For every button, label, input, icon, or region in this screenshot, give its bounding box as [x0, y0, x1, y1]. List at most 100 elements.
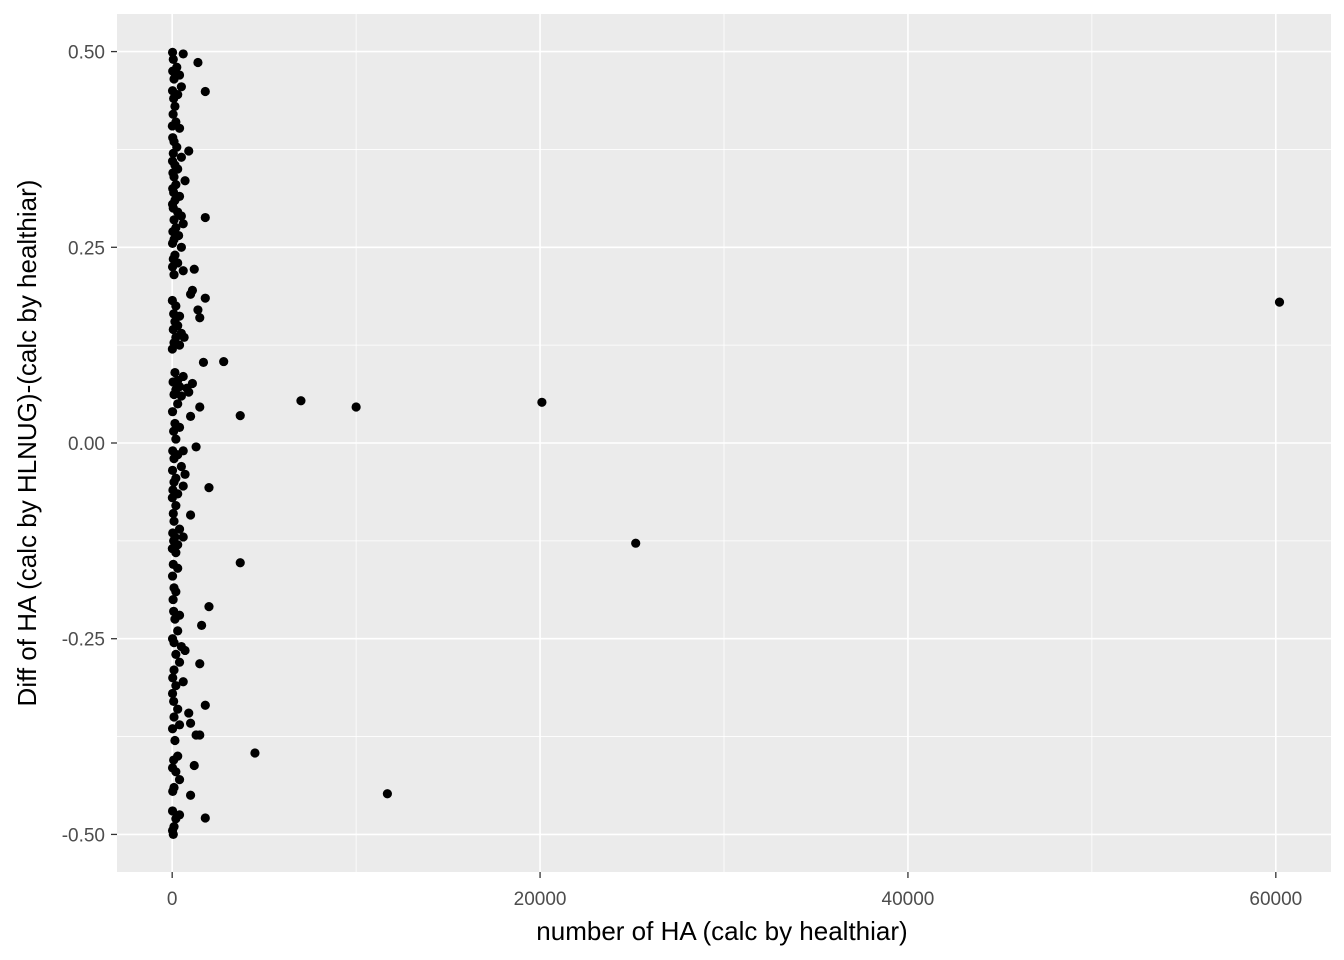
data-point: [235, 411, 245, 421]
data-point: [169, 638, 179, 648]
data-point: [167, 238, 178, 248]
data-point: [191, 442, 201, 452]
data-point: [170, 101, 180, 111]
data-point: [185, 289, 196, 299]
y-axis-ticks: -0.50 -0.25 0.00 0.25 0.50: [62, 43, 117, 846]
data-point: [174, 657, 185, 667]
data-point: [167, 47, 178, 57]
data-point: [200, 813, 210, 823]
data-point: [1274, 297, 1285, 307]
x-tick-label: 60000: [1249, 889, 1302, 910]
data-point: [631, 538, 641, 548]
data-point: [204, 483, 214, 493]
data-point: [170, 367, 180, 378]
data-point: [174, 340, 185, 350]
data-point: [176, 152, 186, 162]
data-point: [176, 82, 186, 92]
data-point: [200, 86, 210, 97]
x-axis-title: number of HA (calc by healthiar): [536, 916, 907, 946]
data-point: [171, 649, 181, 659]
data-point: [173, 626, 183, 636]
data-point: [176, 211, 186, 221]
data-point: [171, 587, 181, 597]
data-point: [195, 402, 205, 412]
data-point: [168, 324, 178, 335]
data-point: [178, 481, 188, 491]
y-axis-title: Diff of HA (calc by HLNUG)-(calc by heal…: [12, 180, 42, 707]
data-point: [171, 814, 181, 824]
data-points: [167, 47, 1285, 840]
data-point: [180, 645, 190, 656]
data-point: [174, 775, 185, 785]
data-point: [167, 571, 178, 581]
data-point: [537, 397, 547, 407]
data-point: [171, 767, 181, 777]
data-point: [168, 673, 178, 683]
data-point: [168, 377, 178, 387]
data-point: [169, 215, 179, 225]
data-point: [168, 54, 178, 65]
data-point: [176, 391, 186, 401]
data-point: [382, 789, 392, 799]
y-tick-label: -0.25: [62, 630, 105, 651]
data-point: [197, 620, 207, 631]
data-point: [171, 681, 181, 691]
data-point: [193, 57, 203, 68]
data-point: [171, 301, 181, 311]
data-point: [167, 825, 178, 836]
data-point: [167, 121, 177, 131]
data-point: [167, 806, 178, 816]
x-tick-label: 40000: [882, 889, 935, 910]
data-point: [189, 264, 199, 274]
data-point: [167, 493, 177, 503]
data-point: [219, 356, 229, 367]
data-point: [169, 172, 179, 182]
data-point: [170, 614, 180, 624]
data-point: [193, 305, 203, 315]
data-point: [178, 219, 188, 229]
data-point: [170, 735, 180, 746]
data-point: [235, 558, 245, 568]
data-point: [168, 786, 178, 796]
data-point: [168, 148, 178, 158]
data-point: [171, 434, 181, 444]
data-point: [178, 532, 188, 542]
y-tick-label: 0.00: [68, 434, 105, 455]
data-point: [169, 665, 179, 675]
data-point: [169, 712, 179, 722]
data-point: [179, 332, 189, 342]
data-point: [195, 730, 205, 740]
data-point: [184, 708, 194, 718]
data-point: [178, 677, 188, 687]
data-point: [169, 477, 179, 487]
x-axis-ticks: 0 20000 40000 60000: [167, 872, 1302, 910]
data-point: [189, 760, 199, 771]
data-point: [198, 357, 209, 367]
data-point: [173, 399, 183, 409]
data-point: [169, 696, 179, 706]
data-point: [185, 411, 196, 421]
data-point: [180, 469, 190, 479]
y-tick-label: 0.50: [68, 43, 105, 64]
data-point: [168, 508, 178, 519]
x-tick-label: 0: [167, 889, 178, 910]
data-point: [200, 293, 210, 303]
data-point: [169, 93, 179, 104]
x-tick-label: 20000: [514, 889, 567, 910]
data-point: [176, 461, 186, 472]
data-point: [171, 547, 181, 558]
data-point: [168, 109, 178, 119]
data-point: [250, 748, 260, 758]
data-point: [167, 724, 178, 734]
data-point: [185, 510, 196, 520]
data-point: [169, 755, 179, 765]
data-point: [171, 501, 181, 511]
data-point: [185, 790, 196, 800]
data-point: [169, 454, 179, 464]
data-point: [169, 426, 179, 436]
data-point: [167, 344, 177, 354]
data-point: [167, 262, 178, 272]
data-point: [176, 242, 186, 252]
data-point: [169, 270, 179, 280]
